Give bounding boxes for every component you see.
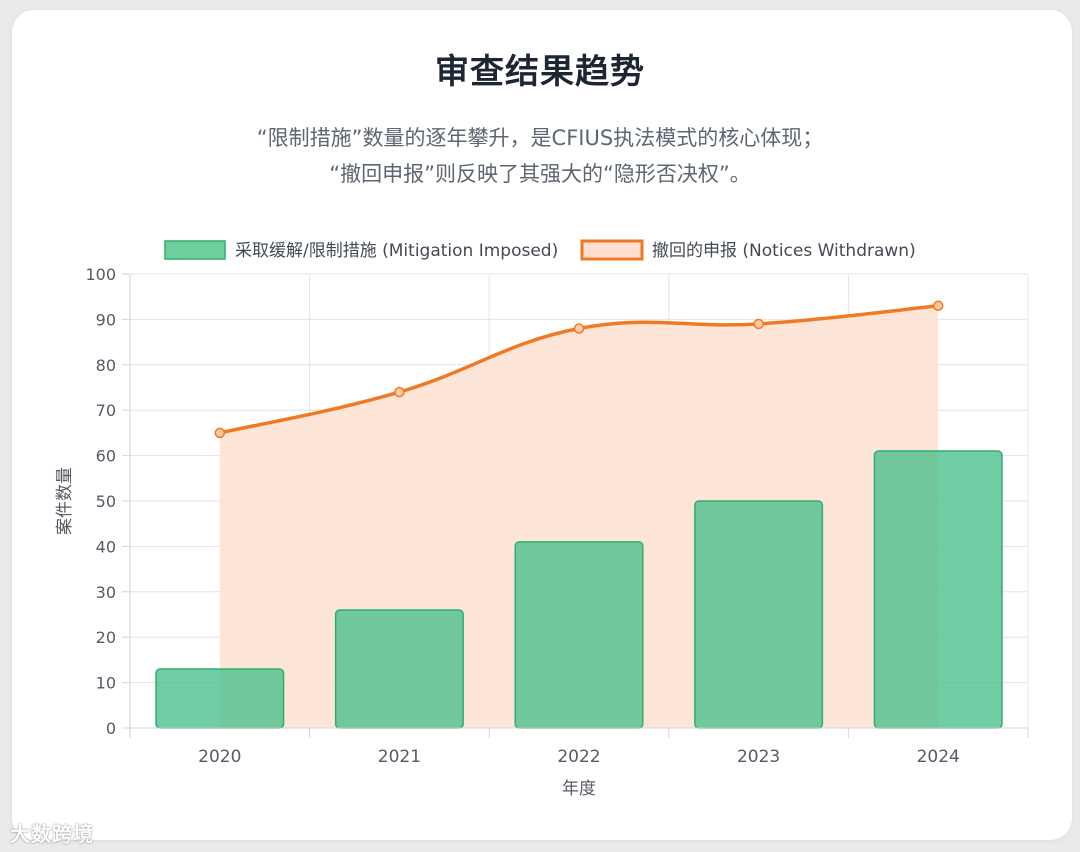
axes: 0 10 20 30 40 50 60 70 80 90 100 2020 2021 2022 2023 20…	[55, 265, 1029, 799]
y-tick-label: 10	[96, 674, 116, 693]
subtitle-line-1: “限制措施”数量的逐年攀升，是CFIUS执法模式的核心体现；	[256, 126, 824, 150]
withdrawn-point-2022	[573, 323, 585, 334]
legend-label-mitigation: 采取缓解/限制措施 (Mitigation Imposed)	[235, 241, 558, 261]
watermark-logo: 大数跨境	[10, 822, 94, 846]
x-tick-label: 2021	[378, 747, 421, 767]
x-axis-title: 年度	[562, 779, 596, 799]
withdrawn-point-2024	[932, 300, 944, 312]
bar-mitigation-2021	[334, 609, 464, 729]
y-tick-label: 80	[96, 356, 116, 375]
legend-label-withdrawn: 撤回的申报 (Notices Withdrawn)	[652, 241, 916, 261]
y-tick-label: 60	[96, 447, 116, 466]
chart-subtitle: “限制措施”数量的逐年攀升，是CFIUS执法模式的核心体现； “撤回申报”则反映…	[0, 120, 1080, 192]
x-tick-label: 2022	[557, 747, 600, 767]
withdrawn-line-layer	[214, 300, 944, 439]
bar-mitigation-2020	[155, 668, 285, 729]
chart-title: 审查结果趋势	[435, 52, 645, 92]
bar-mitigation-2024	[873, 450, 1003, 729]
withdrawn-point-2020	[214, 427, 226, 439]
y-tick-label: 50	[96, 492, 116, 511]
y-tick-label: 20	[96, 628, 116, 647]
y-tick-label: 100	[85, 265, 116, 284]
x-tick-label: 2020	[198, 747, 241, 767]
subtitle-line-2: “撤回申报”则反映了其强大的“隐形否决权”。	[329, 162, 751, 186]
y-tick-label: 40	[96, 537, 116, 556]
withdrawn-point-2021	[394, 386, 405, 398]
y-tick-label: 0	[106, 719, 116, 738]
legend: 采取缓解/限制措施 (Mitigation Imposed) 撤回的申报 (Not…	[164, 239, 916, 261]
legend-swatch-mitigation	[164, 240, 226, 260]
y-tick-label: 70	[96, 401, 116, 420]
withdrawn-point-2023	[753, 318, 764, 330]
bar-layer	[155, 450, 1003, 729]
legend-swatch-withdrawn	[580, 239, 644, 261]
bar-mitigation-2022	[514, 541, 644, 729]
x-tick-label: 2024	[917, 747, 960, 767]
bar-mitigation-2023	[694, 500, 824, 729]
y-tick-label: 30	[96, 583, 116, 602]
y-tick-label: 90	[96, 310, 116, 329]
x-tick-label: 2023	[737, 747, 780, 767]
y-axis-title: 案件数量	[55, 467, 75, 535]
